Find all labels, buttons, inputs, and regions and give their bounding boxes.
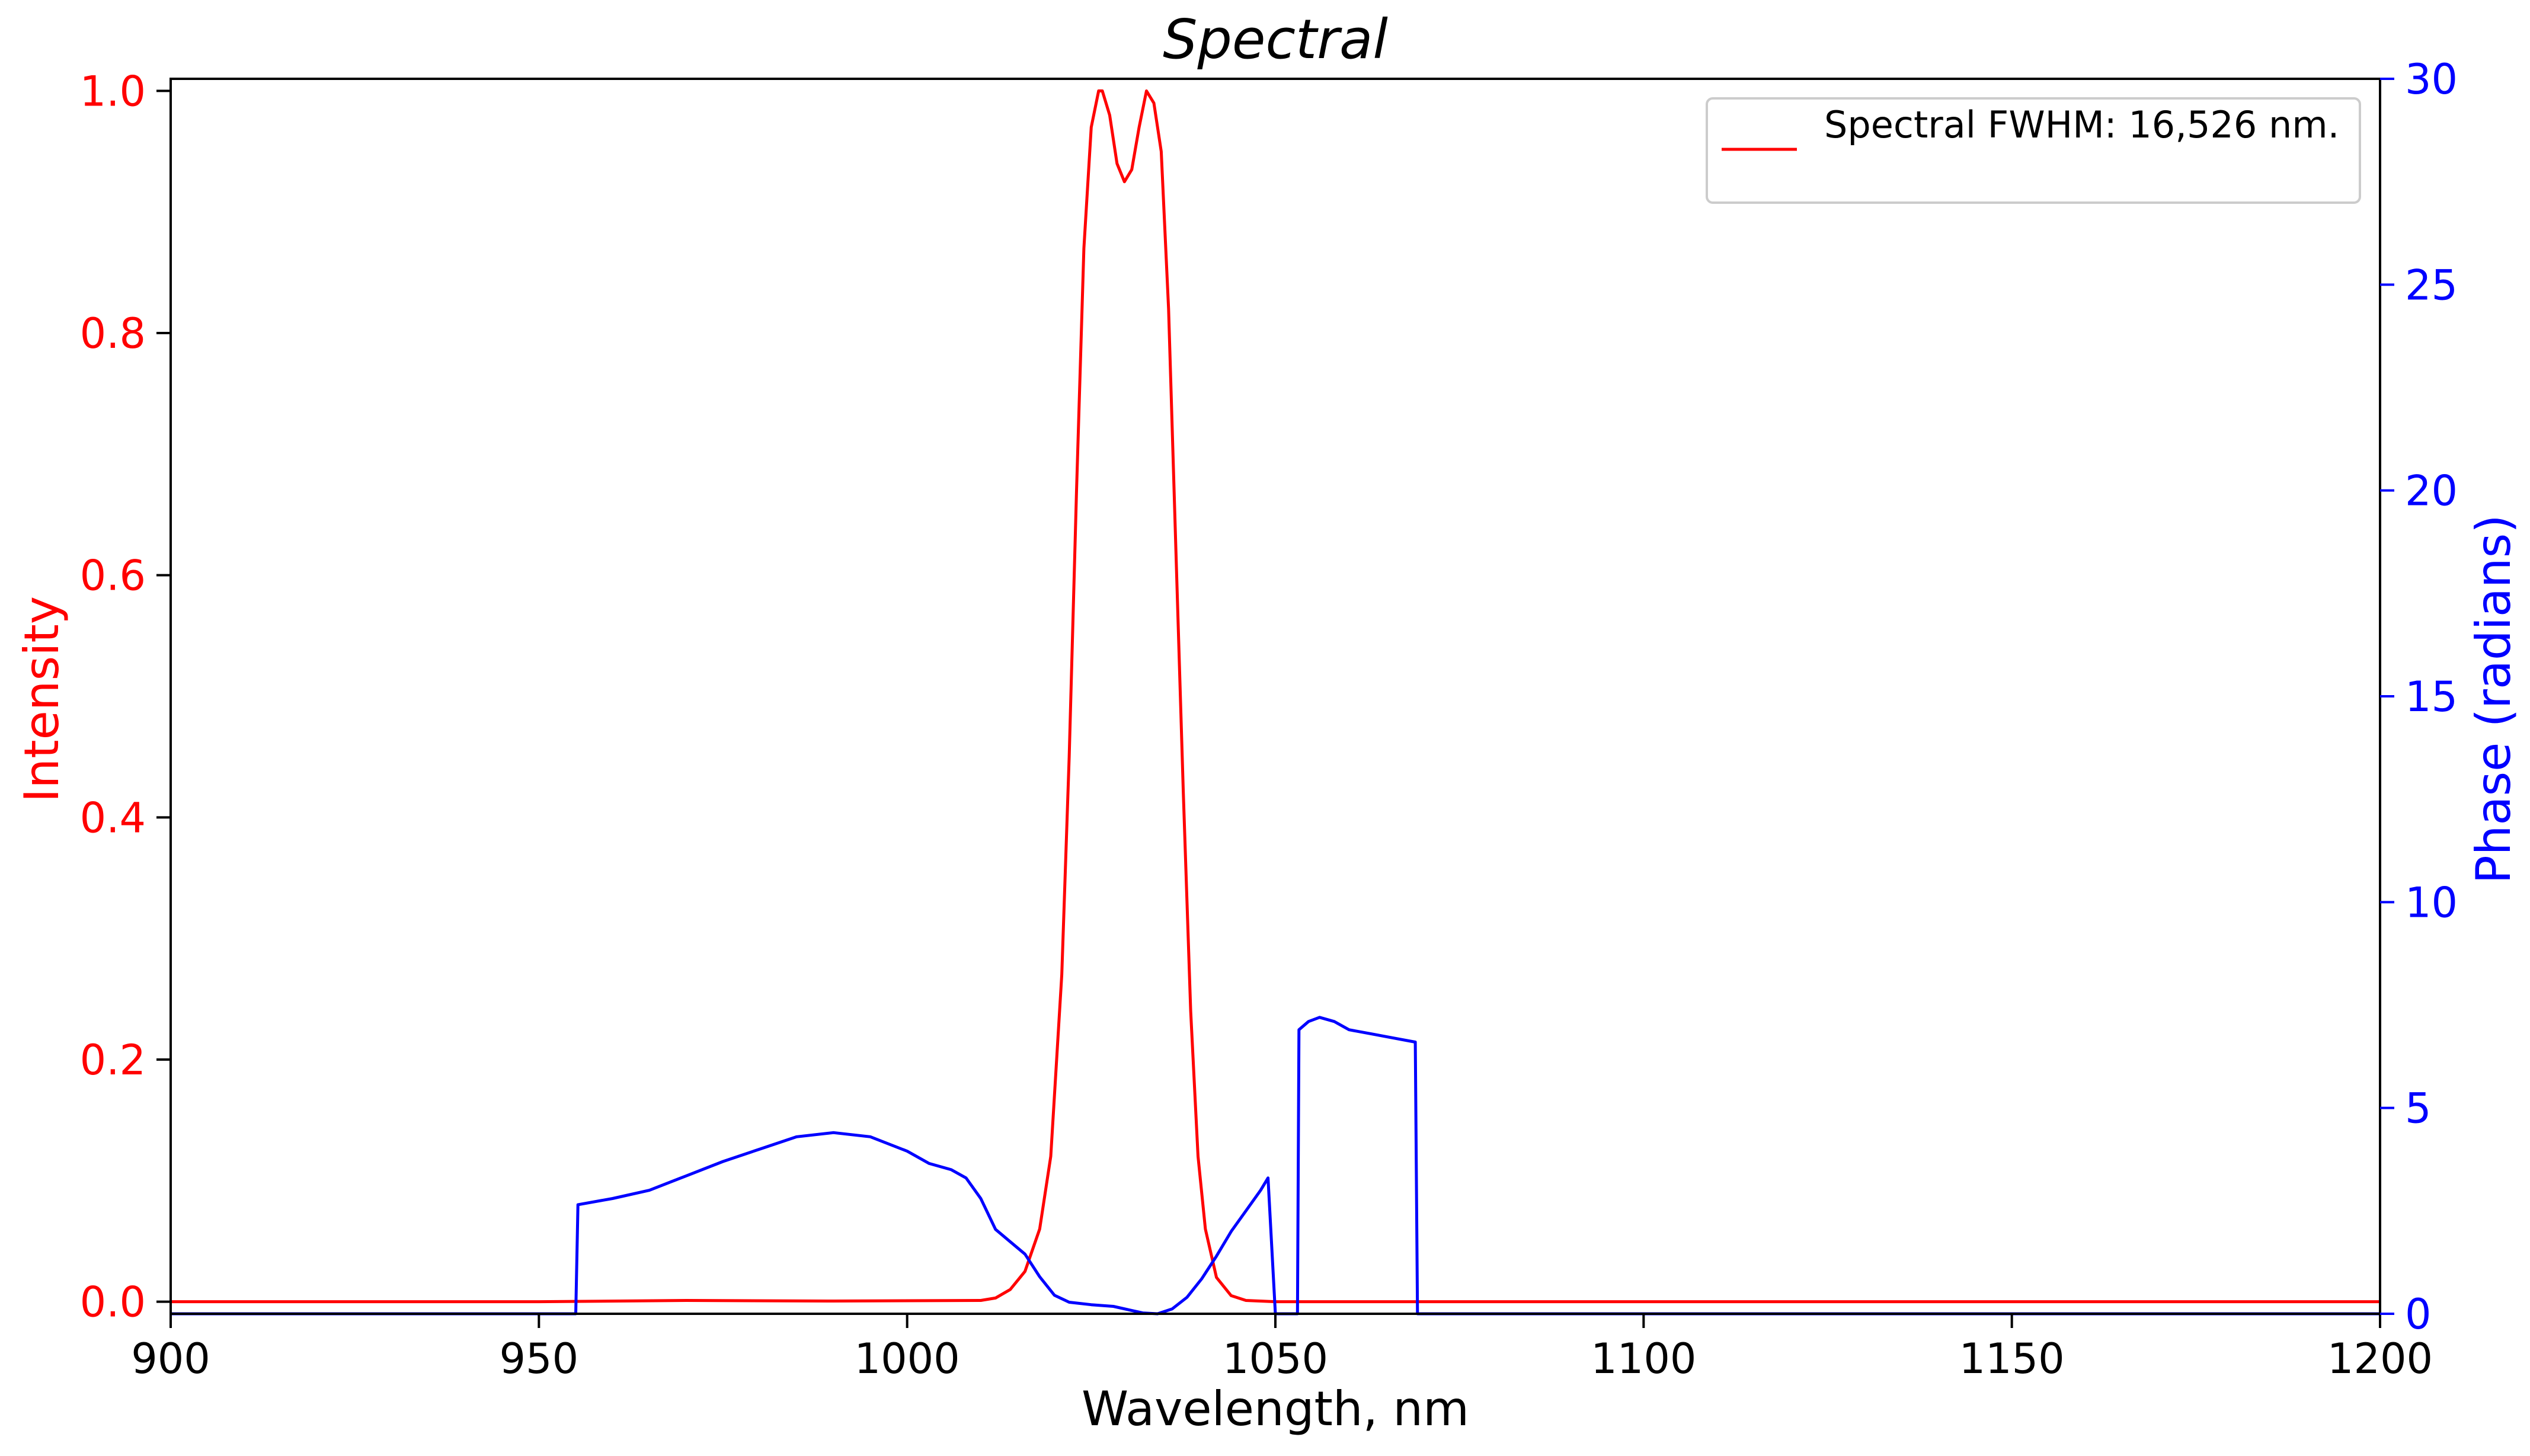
y-left-tick-label: 0.2 xyxy=(80,1036,146,1084)
series-line-phase xyxy=(171,1016,2380,1316)
y-right-tick-label: 25 xyxy=(2405,261,2458,309)
y-axis-label-right: Phase (radians) xyxy=(2466,514,2521,884)
y-right-tick-label: 15 xyxy=(2405,673,2458,721)
y-right-tick-label: 20 xyxy=(2405,467,2458,516)
y-left-tick-label: 0.4 xyxy=(80,793,146,842)
x-tick-label: 1050 xyxy=(1223,1335,1328,1383)
x-tick-label: 900 xyxy=(131,1335,210,1383)
y-left-tick-label: 1.0 xyxy=(80,67,146,116)
x-tick-label: 1000 xyxy=(855,1335,960,1383)
y-left-tick-label: 0.0 xyxy=(80,1278,146,1327)
legend-box xyxy=(1706,97,2361,204)
x-axis-label: Wavelength, nm xyxy=(1082,1381,1469,1436)
y-right-tick-label: 30 xyxy=(2405,55,2458,104)
series-line-intensity xyxy=(171,89,2380,1304)
y-left-tick-label: 0.8 xyxy=(80,309,146,358)
x-tick-label: 1100 xyxy=(1591,1335,1696,1383)
chart-title: Spectral xyxy=(1163,8,1388,71)
y-right-tick-label: 10 xyxy=(2405,878,2458,927)
y-right-tick-label: 5 xyxy=(2405,1084,2432,1133)
y-axis-label-left: Intensity xyxy=(14,596,69,802)
y-left-tick-label: 0.6 xyxy=(80,552,146,600)
x-tick-label: 1150 xyxy=(1959,1335,2065,1383)
x-tick-label: 950 xyxy=(500,1335,579,1383)
legend: Spectral FWHM: 16,526 nm. xyxy=(1706,97,2361,204)
y-right-tick-label: 0 xyxy=(2405,1290,2432,1339)
legend-label-intensity: Spectral FWHM: 16,526 nm. xyxy=(1824,103,2339,146)
x-tick-label: 1200 xyxy=(2327,1335,2433,1383)
